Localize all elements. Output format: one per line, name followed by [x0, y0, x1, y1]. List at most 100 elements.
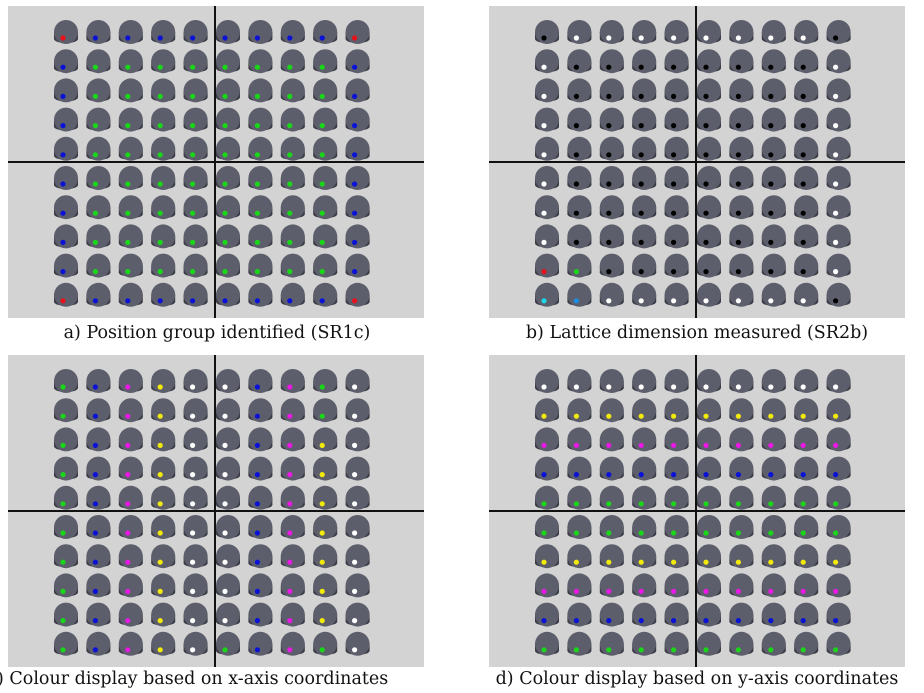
robot [567, 166, 592, 190]
robot-led [222, 210, 228, 216]
robot [86, 253, 111, 278]
robot [794, 398, 819, 423]
robot-led [768, 559, 774, 565]
robot [216, 456, 240, 481]
robot-led [60, 152, 66, 158]
robot [729, 253, 754, 278]
robot-led [157, 239, 163, 245]
robot-led [541, 298, 547, 304]
robot [118, 253, 143, 278]
robot-led [352, 618, 358, 624]
robot [729, 49, 754, 74]
robot [599, 369, 624, 393]
robot [216, 107, 240, 132]
robot-led [573, 501, 579, 507]
robot [535, 49, 559, 74]
robot-led [222, 181, 228, 187]
robot [280, 485, 305, 510]
robot [697, 166, 721, 190]
robot-led [125, 384, 131, 390]
robot-led [541, 413, 547, 419]
robot [248, 631, 273, 656]
robot [118, 78, 143, 103]
robot-led [157, 93, 163, 99]
robot-led [671, 64, 677, 70]
robot [248, 107, 273, 132]
robot [151, 107, 176, 132]
robot [535, 195, 559, 220]
robot [183, 195, 208, 220]
robot [151, 631, 176, 656]
robot-led [573, 472, 579, 478]
robot [535, 544, 559, 569]
robot-led [768, 210, 774, 216]
robot [280, 282, 305, 307]
robot [183, 20, 208, 44]
robot [183, 515, 208, 539]
robot-led [92, 64, 98, 70]
robot-led [157, 64, 163, 70]
robot [697, 253, 721, 278]
robot-led [222, 618, 228, 624]
robot [151, 49, 176, 74]
robot-led [125, 210, 131, 216]
robot-led [157, 413, 163, 419]
robot [599, 515, 624, 539]
robot [118, 195, 143, 220]
robot [599, 49, 624, 74]
robot-led [125, 413, 131, 419]
robot-led [573, 647, 579, 653]
robot-led [800, 530, 806, 536]
robot [729, 485, 754, 510]
robot [697, 398, 721, 423]
robot [345, 602, 370, 627]
robot [248, 49, 273, 74]
robot [216, 631, 240, 656]
robot [729, 282, 754, 307]
robot [794, 427, 819, 452]
robot [118, 224, 143, 249]
robot [761, 78, 786, 103]
robot-led [287, 501, 293, 507]
robot [280, 224, 305, 249]
robot-led [703, 647, 709, 653]
robot [664, 485, 689, 510]
robot [86, 573, 111, 598]
robot-led [735, 442, 741, 448]
robot [567, 78, 592, 103]
robot [761, 573, 786, 598]
robot [313, 49, 338, 74]
robot [216, 369, 240, 393]
robot [535, 282, 559, 307]
robot-led [768, 384, 774, 390]
robot [697, 195, 721, 220]
robot-led [541, 152, 547, 158]
robot-led [190, 152, 196, 158]
robot [118, 456, 143, 481]
robot [826, 398, 851, 423]
robot-led [800, 472, 806, 478]
robot [54, 544, 78, 569]
robot [54, 282, 78, 307]
robot-led [833, 298, 839, 304]
robot [54, 20, 78, 44]
robot-led [60, 530, 66, 536]
robot [826, 49, 851, 74]
robot-led [573, 530, 579, 536]
robot [280, 20, 305, 44]
robot-led [573, 239, 579, 245]
robot-led [92, 472, 98, 478]
robot [151, 573, 176, 598]
robot-led [190, 269, 196, 275]
robot-led [352, 64, 358, 70]
robot [151, 398, 176, 423]
robot-led [573, 413, 579, 419]
robot-led [606, 269, 612, 275]
robot-led [735, 64, 741, 70]
robot-led [541, 647, 547, 653]
robot-led [671, 269, 677, 275]
robot [664, 602, 689, 627]
robot [151, 136, 176, 161]
robot-led [735, 501, 741, 507]
robot [632, 456, 657, 481]
